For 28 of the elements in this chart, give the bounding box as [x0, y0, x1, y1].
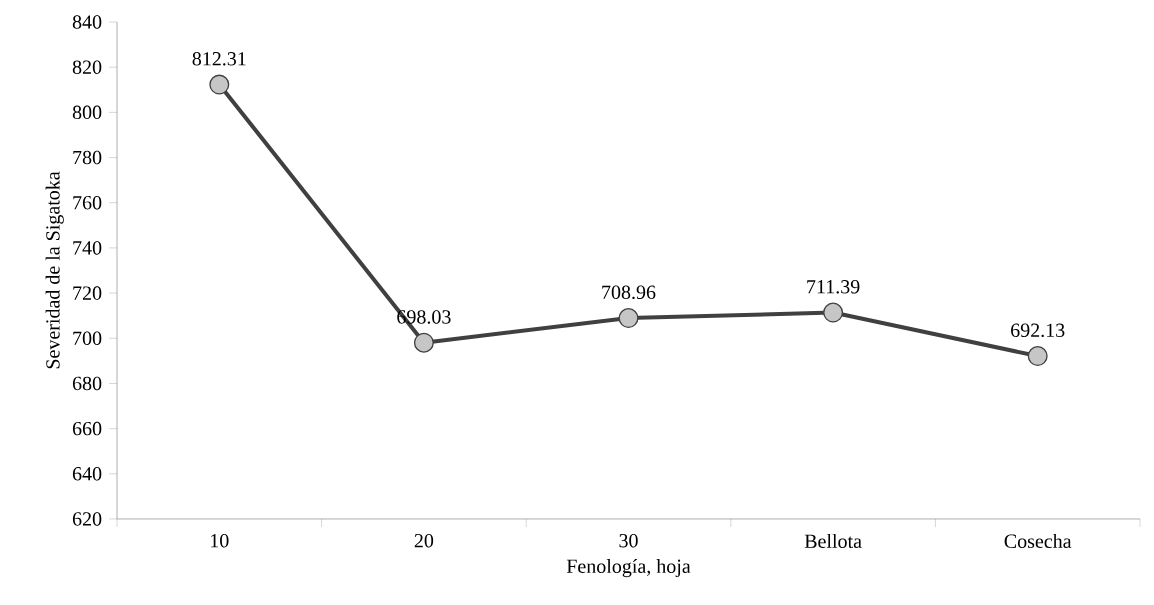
data-label: 812.31 [192, 52, 246, 66]
y-tick-label: 640 [72, 467, 102, 481]
x-tick-label: Cosecha [1004, 533, 1072, 548]
y-tick-label: 680 [72, 376, 102, 391]
x-tick-label: Bellota [804, 533, 862, 548]
point [209, 74, 230, 95]
y-tick-label: 720 [73, 286, 102, 300]
point [1027, 346, 1048, 367]
y-tick-label: 780 [73, 150, 102, 165]
x-axis-title: Fenología, hoja [566, 558, 691, 578]
data-label: 711.39 [807, 280, 860, 294]
y-tick-label: 800 [72, 105, 102, 120]
y-tick-label: 820 [72, 60, 102, 74]
y-tick-label: 740 [73, 241, 102, 255]
y-tick-label: 700 [73, 331, 102, 345]
data-label: 708.96 [602, 285, 656, 300]
point [618, 308, 639, 329]
point [413, 332, 434, 353]
point [823, 302, 844, 323]
y-tick-label: 760 [73, 195, 102, 210]
y-tick-label: 620 [72, 512, 102, 526]
y-axis-title: Severidad de la Sigatoka [45, 171, 64, 369]
x-tick-label: 10 [211, 533, 229, 548]
data-label: 692.13 [1011, 323, 1065, 338]
x-tick-label: 30 [619, 533, 638, 548]
y-tick-label: 840 [72, 15, 102, 29]
x-tick-label: 20 [414, 533, 434, 548]
y-tick-label: 660 [72, 421, 102, 436]
